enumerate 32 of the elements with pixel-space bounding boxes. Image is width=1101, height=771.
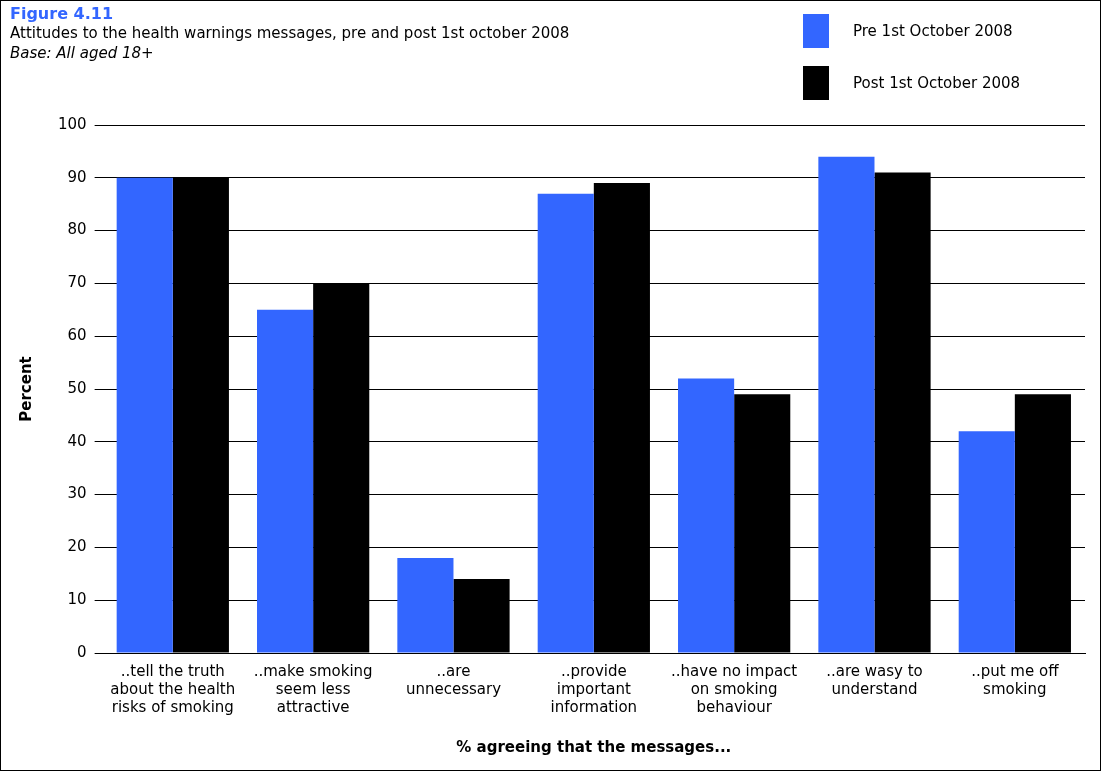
y-tick-label: 40 [67,431,87,450]
y-tick-label: 20 [67,537,87,556]
legend-label: Post 1st October 2008 [853,74,1021,92]
y-tick-label: 50 [67,378,87,397]
legend-label: Pre 1st October 2008 [853,22,1013,40]
y-tick-label: 100 [57,114,87,133]
x-tick-label: ..make smoking seem less attractive [253,661,373,716]
bar [818,156,875,653]
x-tick-label: ..provide important information [550,661,638,716]
y-tick-label: 80 [67,220,87,239]
y-tick-label: 70 [67,273,87,292]
chart-title: Figure 4.11 [10,4,114,23]
chart-subtitle: Attitudes to the health warnings messages, pre and post 1st october 2008 [10,24,570,42]
y-tick-label: 0 [77,642,87,661]
bar [537,193,594,653]
bar [116,177,173,653]
x-tick-label: ..are wasy to understand [826,661,923,698]
bar [678,378,735,653]
y-axis-title: Percent [16,356,35,422]
x-tick-label: ..have no impact on smoking behaviour [671,661,798,716]
x-tick-label: ..tell the truth about the health risks of smoking [110,661,236,716]
bar [257,309,314,653]
bar [958,431,1015,653]
y-tick-label: 10 [67,590,87,609]
y-tick-label: 60 [67,326,87,345]
y-tick-label: 30 [67,484,87,503]
x-axis-title: % agreeing that the messages... [456,737,732,756]
bar [397,557,454,653]
y-tick-label: 90 [67,167,87,186]
x-tick-label: ..put me off smoking [971,661,1060,698]
text: Base: All aged 18+ [10,44,154,62]
x-tick-label: ..are unnecessary [405,661,502,698]
